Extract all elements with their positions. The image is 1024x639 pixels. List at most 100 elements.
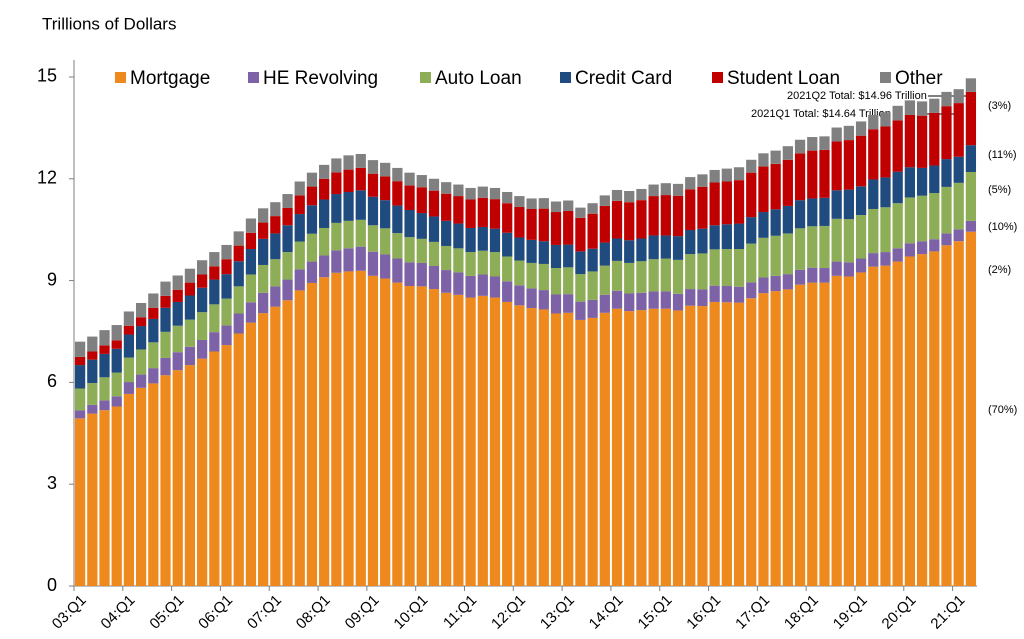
x-tick-label: 14:Q1 bbox=[586, 592, 627, 633]
bar-segment bbox=[538, 290, 549, 310]
x-tick-label: 07:Q1 bbox=[244, 592, 285, 633]
bar-segment bbox=[355, 270, 366, 586]
x-tick-label: 18:Q1 bbox=[781, 592, 822, 633]
bar-segment bbox=[709, 225, 720, 250]
bar-segment bbox=[197, 312, 208, 340]
bar-segment bbox=[953, 182, 964, 230]
bar-segment bbox=[74, 341, 86, 357]
bar-segment bbox=[855, 121, 867, 136]
bar-segment bbox=[465, 199, 476, 228]
bar-segment bbox=[197, 274, 208, 288]
bar-segment bbox=[343, 169, 354, 193]
bar-segment bbox=[404, 209, 415, 238]
bar-segment bbox=[733, 249, 745, 287]
bar-segment bbox=[758, 277, 769, 294]
bar-segment bbox=[87, 359, 98, 384]
bar-segment bbox=[306, 186, 318, 206]
bar-segment bbox=[575, 207, 586, 218]
bar-segment bbox=[209, 332, 220, 352]
bar-segment bbox=[770, 235, 781, 276]
bar-segment bbox=[319, 178, 330, 200]
bar-segment bbox=[538, 241, 549, 264]
leader-line bbox=[922, 113, 959, 120]
bar-segment bbox=[575, 251, 586, 275]
bar-segment bbox=[746, 217, 757, 244]
bar-segment bbox=[148, 307, 159, 319]
bar-segment bbox=[563, 267, 574, 295]
bar-segment bbox=[233, 261, 244, 287]
bar-segment bbox=[99, 345, 110, 354]
bar-segment bbox=[563, 294, 574, 313]
bar-segment bbox=[428, 289, 440, 586]
bar-segment bbox=[575, 319, 586, 586]
bar-segment bbox=[99, 377, 110, 401]
x-tick-label: 19:Q1 bbox=[830, 592, 871, 633]
bar-segment bbox=[306, 172, 318, 187]
bar-segment bbox=[111, 396, 122, 407]
bar-segment bbox=[782, 289, 793, 586]
bar-segment bbox=[233, 245, 244, 262]
bar-segment bbox=[392, 258, 403, 283]
bar-segment bbox=[563, 312, 574, 586]
bar-segment bbox=[880, 126, 891, 178]
bar-segment bbox=[953, 229, 964, 242]
bar-segment bbox=[306, 233, 318, 262]
bar-segment bbox=[306, 282, 318, 586]
bar-segment bbox=[514, 196, 525, 207]
bar-segment bbox=[770, 150, 781, 164]
bar-segment bbox=[184, 282, 196, 296]
bar-segment bbox=[660, 183, 671, 196]
bar-segment bbox=[453, 248, 464, 273]
bar-segment bbox=[477, 295, 488, 586]
bar-segment bbox=[233, 231, 244, 246]
bar-segment bbox=[331, 222, 342, 251]
bar-segment bbox=[380, 278, 391, 586]
bar-segment bbox=[770, 275, 781, 292]
bar-segment bbox=[587, 299, 598, 318]
bar-segment bbox=[916, 115, 928, 168]
bar-segment bbox=[477, 226, 488, 251]
bar-segment bbox=[135, 302, 147, 318]
bar-segment bbox=[721, 168, 732, 182]
legend-label: Other bbox=[895, 68, 943, 89]
bar-segment bbox=[660, 308, 671, 586]
bar-segment bbox=[660, 235, 671, 259]
bar-segment bbox=[672, 310, 684, 586]
x-tick-label: 16:Q1 bbox=[683, 592, 724, 633]
x-tick-label: 17:Q1 bbox=[732, 592, 773, 633]
bar-segment bbox=[929, 239, 940, 252]
bar-segment bbox=[648, 235, 659, 260]
bar-segment bbox=[855, 258, 867, 273]
bar-segment bbox=[575, 274, 586, 302]
bar-segment bbox=[74, 365, 86, 389]
bar-segment bbox=[99, 410, 110, 586]
bar-segment bbox=[502, 301, 513, 586]
bar-segment bbox=[294, 195, 305, 215]
bar-segment bbox=[221, 274, 232, 299]
bar-segment bbox=[807, 198, 818, 227]
bar-segment bbox=[355, 190, 366, 220]
bar-segment bbox=[111, 372, 122, 397]
bar-segment bbox=[87, 336, 98, 352]
bar-segment bbox=[441, 270, 452, 293]
bar-segment bbox=[929, 193, 940, 240]
bar-segment bbox=[636, 238, 647, 262]
bar-segment bbox=[599, 195, 610, 206]
bar-segment bbox=[611, 189, 623, 201]
bar-segment bbox=[904, 100, 916, 115]
bar-segment bbox=[477, 250, 488, 275]
bar-segment bbox=[550, 212, 562, 245]
legend-label: Auto Loan bbox=[435, 68, 522, 89]
bar-segment bbox=[807, 282, 818, 586]
bar-segment bbox=[111, 325, 122, 341]
bar-segment bbox=[392, 282, 403, 586]
bar-segment bbox=[538, 263, 549, 291]
y-axis-label: Trillions of Dollars bbox=[42, 14, 176, 33]
bar-segment bbox=[672, 183, 684, 196]
bar-segment bbox=[953, 241, 964, 586]
bar-segment bbox=[807, 226, 818, 268]
bar-segment bbox=[135, 387, 147, 586]
bar-segment bbox=[904, 256, 916, 586]
bar-segment bbox=[319, 164, 330, 179]
